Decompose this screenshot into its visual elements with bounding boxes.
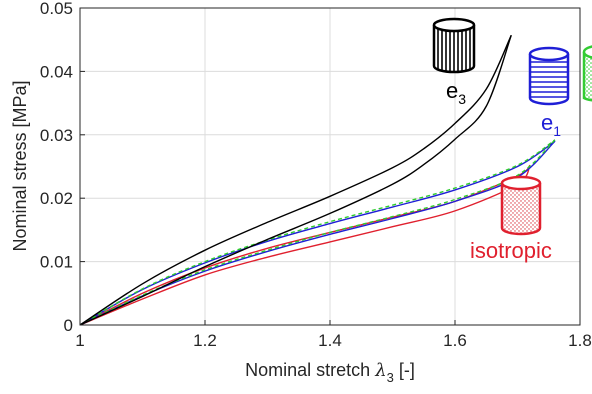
x-tick-label: 1.4 (318, 331, 342, 350)
series-e1-loading-line (80, 140, 556, 325)
x-tick-label: 1.2 (193, 331, 217, 350)
x-axis-label: Nominal stretch λ3 [-] (245, 360, 415, 385)
y-axis-label: Nominal stress [MPa] (10, 80, 30, 251)
series-e3-loading-line (80, 34, 512, 325)
series-isotropic-loading-line (80, 164, 531, 325)
x-tick-label: 1 (75, 331, 84, 350)
series-e1-unloading-line (80, 140, 556, 325)
series-e3-unloading-line (80, 35, 512, 325)
y-tick-label: 0.02 (40, 189, 73, 208)
annotation-e3: e3 (446, 78, 466, 107)
tick-labels: 1 1.2 1.4 1.6 1.8 0 0.01 0.02 0.03 0.04 0.05 (40, 0, 592, 350)
x-tick-label: 1.8 (568, 331, 592, 350)
series-e2-unloading-line (80, 139, 556, 325)
cylinder-isotropic-icon (500, 175, 542, 236)
annotation-isotropic: isotropic (470, 238, 552, 263)
y-tick-label: 0.03 (40, 126, 73, 145)
annotation-e1: e1 (541, 110, 561, 139)
series-layer (80, 34, 556, 325)
y-tick-label: 0.01 (40, 253, 73, 272)
y-tick-label: 0.04 (40, 62, 73, 81)
cylinder-e2-icon (582, 45, 592, 102)
x-tick-label: 1.6 (443, 331, 467, 350)
series-isotropic-unloading-line (80, 164, 531, 325)
y-tick-label: 0.05 (40, 0, 73, 18)
series-e2-loading-line (80, 139, 556, 325)
cylinder-e1-icon (528, 46, 570, 106)
y-tick-label: 0 (64, 316, 73, 335)
cylinder-e3-icon (432, 17, 476, 74)
